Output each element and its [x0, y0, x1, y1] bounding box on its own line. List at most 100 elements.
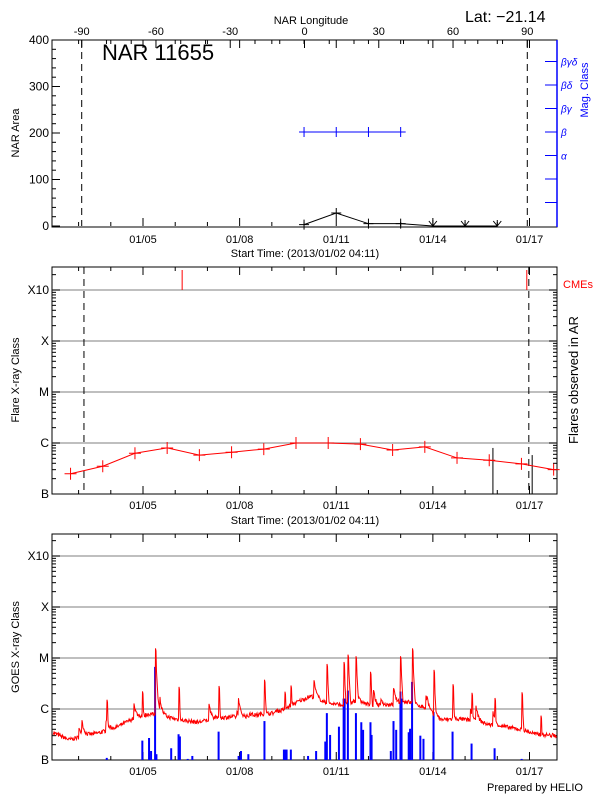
y-tick-label: M: [39, 651, 49, 665]
top-axis-tick-label: 0: [301, 26, 307, 38]
goes-event-bar: [395, 729, 398, 760]
flare-class-point: [515, 457, 528, 470]
cmes-label: CMEs: [563, 279, 593, 291]
x-tick-label: 01/08: [226, 500, 254, 512]
goes-event-bar: [239, 751, 242, 760]
area-point: [395, 218, 406, 229]
goes-event-bar: [191, 755, 194, 760]
flare-class-point: [193, 449, 206, 462]
flare-class-line: [70, 442, 554, 475]
mag-class-label: Mag. Class: [579, 62, 591, 118]
x-tick-label: 01/05: [129, 234, 157, 246]
top-axis-tick-label: -60: [148, 26, 164, 38]
goes-event-bar: [343, 698, 346, 760]
flare-class-point: [289, 437, 302, 449]
top-axis-tick-label: -30: [222, 26, 238, 38]
panel2-xlabel: Start Time: (2013/01/02 04:11): [231, 515, 379, 527]
area-upper-limit-arrow: [492, 220, 502, 227]
goes-event-bar: [155, 754, 158, 760]
goes-event-bar: [307, 755, 310, 760]
flare-class-point: [257, 443, 270, 456]
flare-class-point: [161, 441, 174, 454]
flare-class-point: [451, 451, 464, 464]
y-tick-label: B: [41, 753, 49, 767]
goes-event-bar: [419, 735, 422, 760]
goes-event-bar: [346, 690, 349, 760]
area-point: [299, 219, 310, 230]
top-axis-tick-label: 30: [373, 26, 385, 38]
goes-event-bar: [247, 754, 250, 760]
x-tick-label: 01/05: [129, 766, 157, 778]
latitude-label: Lat: −21.14: [465, 9, 546, 26]
y-tick-label: 300: [29, 80, 49, 94]
mag-class-tick-label: βγ: [560, 105, 573, 116]
flare-class-point: [354, 438, 367, 451]
panel2-ylabel: Flare X-ray Class: [10, 337, 22, 422]
goes-event-bar: [360, 722, 363, 760]
mag-class-point: [331, 127, 342, 137]
goes-event-bar: [105, 757, 108, 760]
x-tick-label: 01/17: [516, 500, 544, 512]
goes-event-bar: [470, 743, 473, 760]
top-axis-tick-label: 60: [447, 26, 459, 38]
y-tick-label: X10: [28, 283, 50, 297]
x-tick-label: 01/17: [516, 234, 544, 246]
y-tick-label: X: [41, 334, 49, 348]
goes-event-bar: [186, 758, 189, 760]
goes-event-bar: [178, 736, 181, 760]
goes-event-bar: [400, 698, 403, 760]
top-axis-label: NAR Longitude: [274, 15, 349, 27]
y-tick-label: B: [41, 487, 49, 501]
goes-event-bar: [362, 729, 365, 760]
goes-event-bar: [407, 732, 410, 760]
area-upper-limit-arrow: [460, 220, 470, 227]
flare-class-point: [322, 437, 335, 449]
goes-event-bar: [324, 741, 327, 760]
area-upper-limit-arrow: [428, 220, 438, 227]
x-tick-label: 01/08: [226, 766, 254, 778]
goes-event-bar: [263, 721, 266, 760]
x-tick-label: 01/14: [419, 234, 447, 246]
y-tick-label: X: [41, 600, 49, 614]
x-tick-label: 01/11: [323, 500, 350, 512]
goes-event-bar: [177, 734, 180, 760]
goes-flux-line: [52, 648, 557, 742]
footer-credit: Prepared by HELIO: [487, 782, 583, 794]
goes-event-bar: [150, 751, 153, 760]
goes-event-bar: [354, 713, 357, 760]
goes-event-bar: [411, 681, 414, 760]
goes-event-bar: [237, 755, 240, 760]
region-label: NAR 11655: [102, 40, 214, 65]
y-tick-label: 0: [42, 219, 49, 233]
goes-event-bar: [389, 751, 392, 760]
goes-event-bar: [141, 740, 144, 760]
y-tick-label: X10: [28, 549, 50, 563]
flare-class-point: [386, 443, 399, 456]
goes-event-bar: [409, 728, 412, 760]
goes-event-bar: [399, 691, 402, 760]
panel1-xlabel: Start Time: (2013/01/02 04:11): [231, 248, 379, 260]
mag-class-tick-label: βγδ: [560, 58, 578, 69]
goes-event-bar: [369, 722, 372, 760]
y-tick-label: M: [39, 385, 49, 399]
flare-class-point: [96, 460, 109, 473]
mag-class-tick-label: βδ: [560, 81, 573, 92]
top-axis-tick-label: 90: [521, 26, 533, 38]
flare-class-point: [418, 440, 431, 453]
top-axis-tick-label: -90: [74, 26, 90, 38]
y-tick-label: 200: [29, 126, 49, 140]
goes-event-bar: [148, 738, 151, 760]
panel3-ylabel: GOES X-ray Class: [10, 601, 22, 693]
mag-class-point: [299, 127, 310, 137]
goes-event-bar: [451, 731, 454, 760]
goes-event-bar: [315, 751, 318, 760]
goes-event-bar: [520, 758, 523, 760]
goes-event-bar: [432, 712, 435, 760]
goes-event-bar: [493, 748, 496, 760]
y-tick-label: 100: [29, 173, 49, 187]
mag-class-tick-label: β: [560, 128, 567, 139]
flare-class-point: [128, 447, 141, 460]
panel1-ylabel: NAR Area: [10, 108, 22, 158]
mag-class-point: [363, 127, 374, 137]
